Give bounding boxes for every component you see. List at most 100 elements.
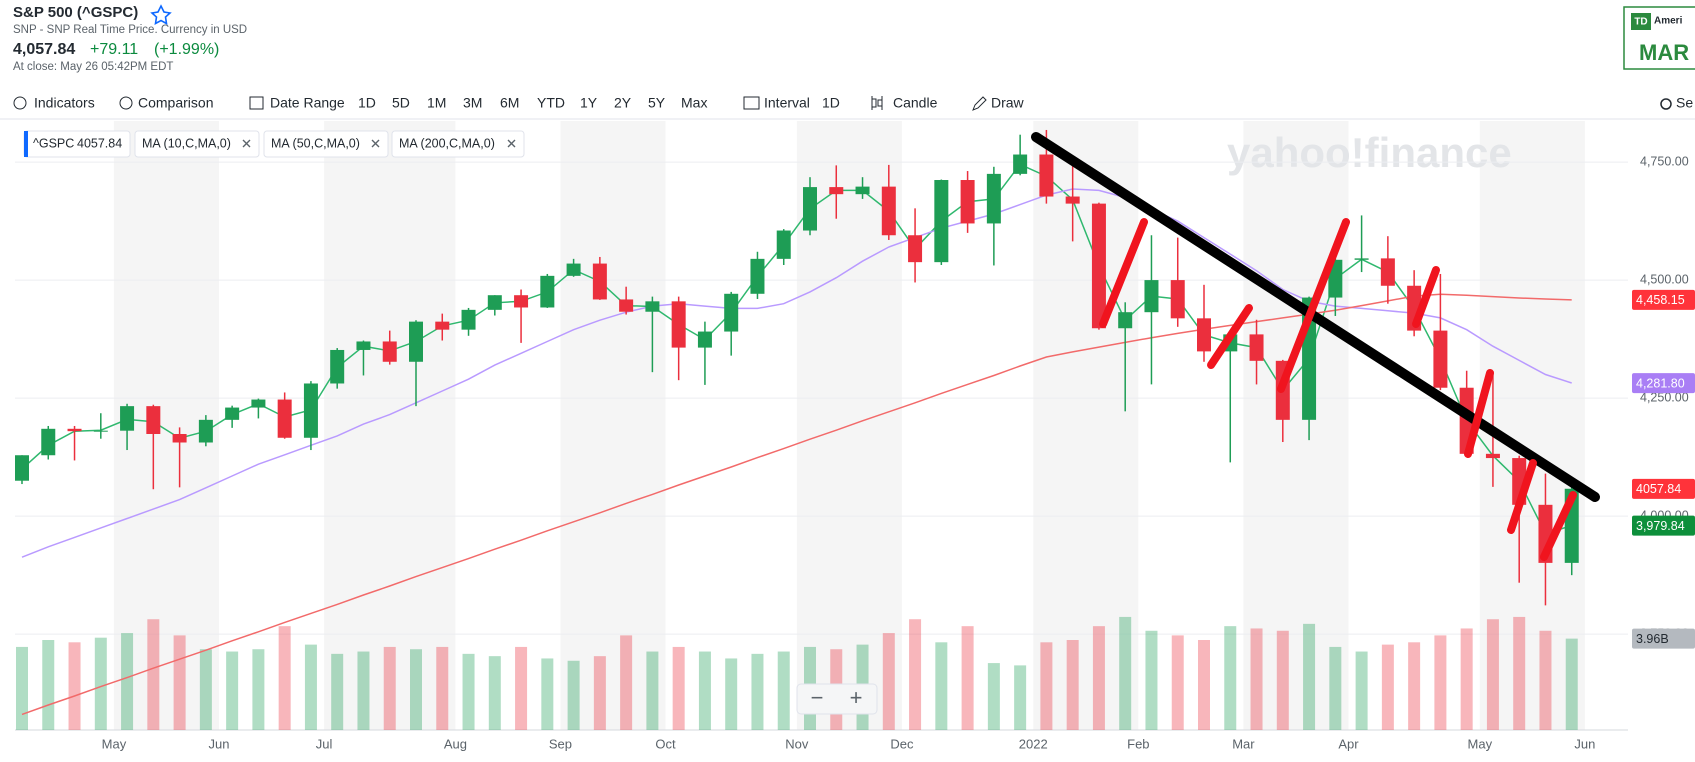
volume-bar [777, 651, 790, 730]
toolbar-item[interactable]: 2Y [614, 95, 632, 111]
volume-bar [987, 663, 1000, 730]
volume-bar [304, 644, 317, 730]
volume-bar [751, 653, 764, 730]
volume-bar [882, 633, 895, 730]
volume-bar [383, 646, 396, 730]
toolbar-item[interactable]: Interval [764, 95, 810, 111]
x-tick-label: May [102, 736, 127, 751]
toolbar-item[interactable]: 1D [358, 95, 376, 111]
candle-body [697, 331, 712, 348]
drawn-stroke [1412, 266, 1440, 328]
drawn-stroke [1540, 491, 1577, 561]
candle-body [776, 230, 791, 259]
zoom-out[interactable]: − [811, 685, 824, 710]
price-badge-label: 4057.84 [1636, 482, 1681, 496]
volume-bar [935, 642, 948, 730]
candle-body [1380, 258, 1395, 286]
toolbar-item[interactable]: 6M [500, 95, 519, 111]
toolbar-item[interactable]: 1Y [580, 95, 598, 111]
volume-bar [1276, 630, 1289, 730]
volume-bar [961, 626, 974, 730]
quote-change: +79.11 [90, 41, 138, 58]
volume-bar [541, 658, 554, 730]
x-tick-label: Dec [890, 736, 914, 751]
toolbar-item[interactable]: YTD [537, 95, 565, 111]
candle-body [1197, 318, 1211, 352]
volume-bar [1224, 626, 1237, 730]
volume-bar [173, 635, 186, 730]
candle-body [934, 180, 949, 263]
candle-body [225, 407, 240, 420]
x-tick-label: Aug [444, 736, 467, 751]
volume-bar [1250, 628, 1263, 730]
icon [871, 96, 883, 110]
volume-bar [909, 619, 922, 730]
volume-bar [646, 651, 659, 730]
zoom-box [796, 683, 878, 715]
volume-bar [357, 651, 370, 730]
candle-body [1144, 280, 1159, 313]
price-badge-label: 4,458.15 [1636, 293, 1685, 307]
legend-remove[interactable] [242, 139, 251, 148]
volume-bar [1171, 635, 1184, 730]
y-tick-label: 4,250.00 [1640, 390, 1689, 404]
toolbar-item[interactable]: Comparison [138, 95, 213, 111]
volume-bar [147, 619, 160, 730]
candle-body [750, 258, 765, 294]
toolbar-item[interactable]: 1M [427, 95, 446, 111]
volume-bar [672, 646, 685, 730]
candle-body [198, 419, 213, 443]
toolbar-item[interactable]: Indicators [34, 95, 95, 111]
volume-bar [1460, 628, 1473, 730]
candle-body [15, 455, 29, 481]
volume-bar [1408, 642, 1421, 730]
volume-bar [1513, 616, 1526, 730]
toolbar-item[interactable]: 5D [392, 95, 410, 111]
toolbar-item[interactable]: Draw [991, 95, 1025, 111]
toolbar-item[interactable]: 5Y [648, 95, 666, 111]
legend-symbol: ^GSPC [33, 136, 74, 150]
volume-bar [331, 653, 344, 730]
candle-body [409, 321, 423, 362]
volume-bar [1040, 642, 1053, 730]
ad[interactable]: TD Ameri MAR [1623, 6, 1695, 70]
toolbar-item[interactable]: Max [681, 95, 707, 111]
candle-body [645, 301, 660, 312]
toolbar-item[interactable]: Candle [893, 95, 938, 111]
volume-bar [593, 656, 606, 730]
drawn-stroke [1507, 459, 1537, 534]
toolbar-item[interactable]: Date Range [270, 95, 345, 111]
price-badge [1632, 373, 1695, 394]
volume-bar [1014, 665, 1027, 730]
toolbar-item[interactable]: 1D [822, 95, 840, 111]
drawn-stroke [1464, 369, 1494, 458]
watchlist-star[interactable] [150, 4, 172, 25]
toolbar-settings[interactable]: Se [1676, 95, 1693, 111]
legend-value: 4057.84 [77, 136, 122, 150]
volume-bar [1066, 640, 1079, 730]
candle-body [514, 295, 529, 308]
legend-remove[interactable] [507, 139, 516, 148]
legend-remove[interactable] [371, 139, 380, 148]
icon [13, 96, 27, 110]
volume-bar [1381, 644, 1394, 730]
legend-entry: MA (10,C,MA,0) [142, 136, 231, 150]
zoom-in[interactable]: + [850, 685, 863, 710]
toolbar-item[interactable]: 3M [463, 95, 482, 111]
annotations [1031, 132, 1600, 561]
candle-body [566, 263, 581, 276]
candle-body [1091, 203, 1106, 329]
candle-body [986, 173, 1001, 224]
volume-bar [1092, 626, 1105, 730]
volume-bar [121, 633, 134, 730]
drawn-stroke [1207, 304, 1253, 369]
ad-line2: MAR [1639, 40, 1689, 65]
candle-body [382, 341, 397, 362]
candle-body [619, 299, 634, 312]
volume-bar [226, 651, 239, 730]
volume-bar [1355, 651, 1368, 730]
price-badge-label: 4,281.80 [1636, 376, 1685, 390]
volume-bar [1434, 635, 1447, 730]
quote-title: S&P 500 (^GSPC) [13, 4, 138, 21]
